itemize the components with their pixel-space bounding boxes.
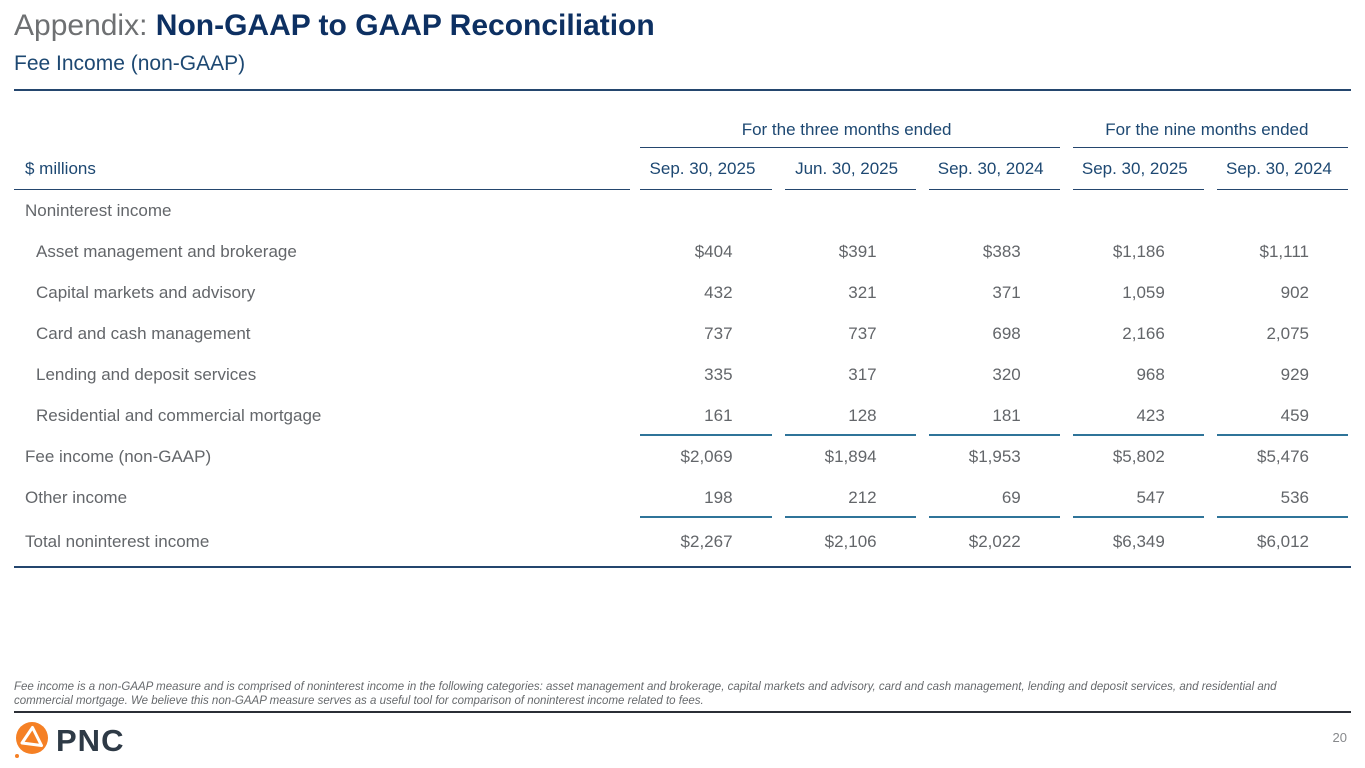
- footer-row: PNC 20: [13, 717, 1347, 765]
- table-row: Noninterest income: [14, 190, 1351, 231]
- cell-value: 317: [848, 364, 877, 384]
- header-divider: [14, 89, 1351, 91]
- table-row: Card and cash management 737 737 698 2,166 2,…: [14, 313, 1351, 354]
- row-label: Asset management and brokerage: [36, 241, 297, 261]
- table-row: Fee income (non-GAAP) $2,069 $1,894 $1,953 $…: [14, 436, 1351, 477]
- cell-value: $383: [982, 241, 1021, 261]
- cell-value: $2,022: [918, 518, 1063, 568]
- group-header-three-months: For the three months ended: [630, 112, 1062, 148]
- table-row: Residential and commercial mortgage 161 12…: [14, 395, 1351, 436]
- cell-value: [1207, 190, 1351, 231]
- cell-value: 536: [1207, 477, 1351, 518]
- row-label: Fee income (non-GAAP): [25, 446, 212, 466]
- pnc-wordmark: PNC: [56, 723, 125, 758]
- cell-value: 321: [848, 282, 877, 302]
- cell-value: 547: [1063, 477, 1207, 518]
- cell-value: 128: [775, 395, 919, 436]
- cell-value: 2,166: [1122, 323, 1165, 343]
- column-header: Sep. 30, 2024: [919, 148, 1063, 190]
- column-header: Jun. 30, 2025: [775, 148, 919, 190]
- cell-value: $2,106: [774, 518, 919, 568]
- cell-value: 698: [992, 323, 1021, 343]
- cell-value: 335: [704, 364, 733, 384]
- cell-value: $5,802: [1112, 446, 1165, 466]
- footer-divider: [14, 711, 1351, 713]
- cell-value: 1,059: [1122, 282, 1165, 302]
- column-header: Sep. 30, 2025: [1063, 148, 1207, 190]
- cell-value: $6,012: [1206, 518, 1351, 568]
- fee-income-table: For the three months ended For the nine …: [14, 112, 1351, 568]
- group-header-spacer: [14, 112, 630, 148]
- cell-value: $2,267: [630, 518, 775, 568]
- table-body: Noninterest income Asset management and b…: [14, 190, 1351, 568]
- cell-value: $404: [694, 241, 733, 261]
- pnc-logo: PNC: [13, 720, 124, 762]
- column-header: Sep. 30, 2024: [1207, 148, 1351, 190]
- cell-value: [630, 190, 774, 231]
- cell-value: 198: [630, 477, 774, 518]
- page-number: 20: [1332, 730, 1347, 745]
- cell-value: $1,111: [1259, 241, 1309, 261]
- cell-value: 737: [704, 323, 733, 343]
- cell-value: 902: [1280, 282, 1309, 302]
- cell-value: 69: [919, 477, 1063, 518]
- cell-value: $2,069: [680, 446, 733, 466]
- cell-value: 968: [1136, 364, 1165, 384]
- cell-value: $1,186: [1112, 241, 1165, 261]
- cell-value: $6,349: [1062, 518, 1207, 568]
- table-row: Lending and deposit services 335 317 320 968…: [14, 354, 1351, 395]
- row-label: Lending and deposit services: [36, 364, 257, 384]
- group-header-row: For the three months ended For the nine …: [14, 112, 1351, 148]
- cell-value: $5,476: [1257, 446, 1309, 466]
- page-title: Appendix: Non-GAAP to GAAP Reconciliatio…: [14, 8, 655, 44]
- table-row: Other income 198 212 69 547 536: [14, 477, 1351, 518]
- cell-value: 432: [704, 282, 733, 302]
- cell-value: 2,075: [1266, 323, 1309, 343]
- cell-value: 320: [992, 364, 1021, 384]
- table-row: Asset management and brokerage $404 $391 $3…: [14, 231, 1351, 272]
- title-main: Non-GAAP to GAAP Reconciliation: [155, 9, 655, 42]
- row-label: Total noninterest income: [14, 518, 631, 568]
- cell-value: $1,953: [968, 446, 1021, 466]
- cell-value: 929: [1280, 364, 1309, 384]
- cell-value: 212: [775, 477, 919, 518]
- table-row: Total noninterest income $2,267 $2,106 $2,0…: [14, 518, 1351, 568]
- title-prefix: Appendix:: [14, 9, 156, 42]
- row-label: Capital markets and advisory: [36, 282, 256, 302]
- row-label: Other income: [25, 487, 128, 507]
- row-label: Residential and commercial mortgage: [36, 405, 322, 425]
- unit-label: $ millions: [14, 148, 631, 190]
- row-label: Noninterest income: [25, 200, 172, 220]
- cell-value: $1,894: [824, 446, 877, 466]
- table-row: Capital markets and advisory 432 321 371 1,0…: [14, 272, 1351, 313]
- footnote: Fee income is a non-GAAP measure and is …: [14, 681, 1277, 707]
- cell-value: 459: [1207, 395, 1351, 436]
- cell-value: $391: [838, 241, 877, 261]
- row-label: Card and cash management: [36, 323, 251, 343]
- cell-value: [1063, 190, 1207, 231]
- cell-value: 181: [919, 395, 1063, 436]
- column-header: Sep. 30, 2025: [630, 148, 774, 190]
- cell-value: 423: [1063, 395, 1207, 436]
- cell-value: 371: [992, 282, 1021, 302]
- cell-value: 737: [848, 323, 877, 343]
- cell-value: 161: [630, 395, 774, 436]
- page-subtitle: Fee Income (non-GAAP): [14, 52, 246, 75]
- cell-value: [775, 190, 919, 231]
- cell-value: [919, 190, 1063, 231]
- group-header-nine-months: For the nine months ended: [1063, 112, 1351, 148]
- column-header-row: $ millions Sep. 30, 2025 Jun. 30, 2025 S…: [14, 148, 1351, 190]
- pnc-emblem-icon: [15, 722, 48, 758]
